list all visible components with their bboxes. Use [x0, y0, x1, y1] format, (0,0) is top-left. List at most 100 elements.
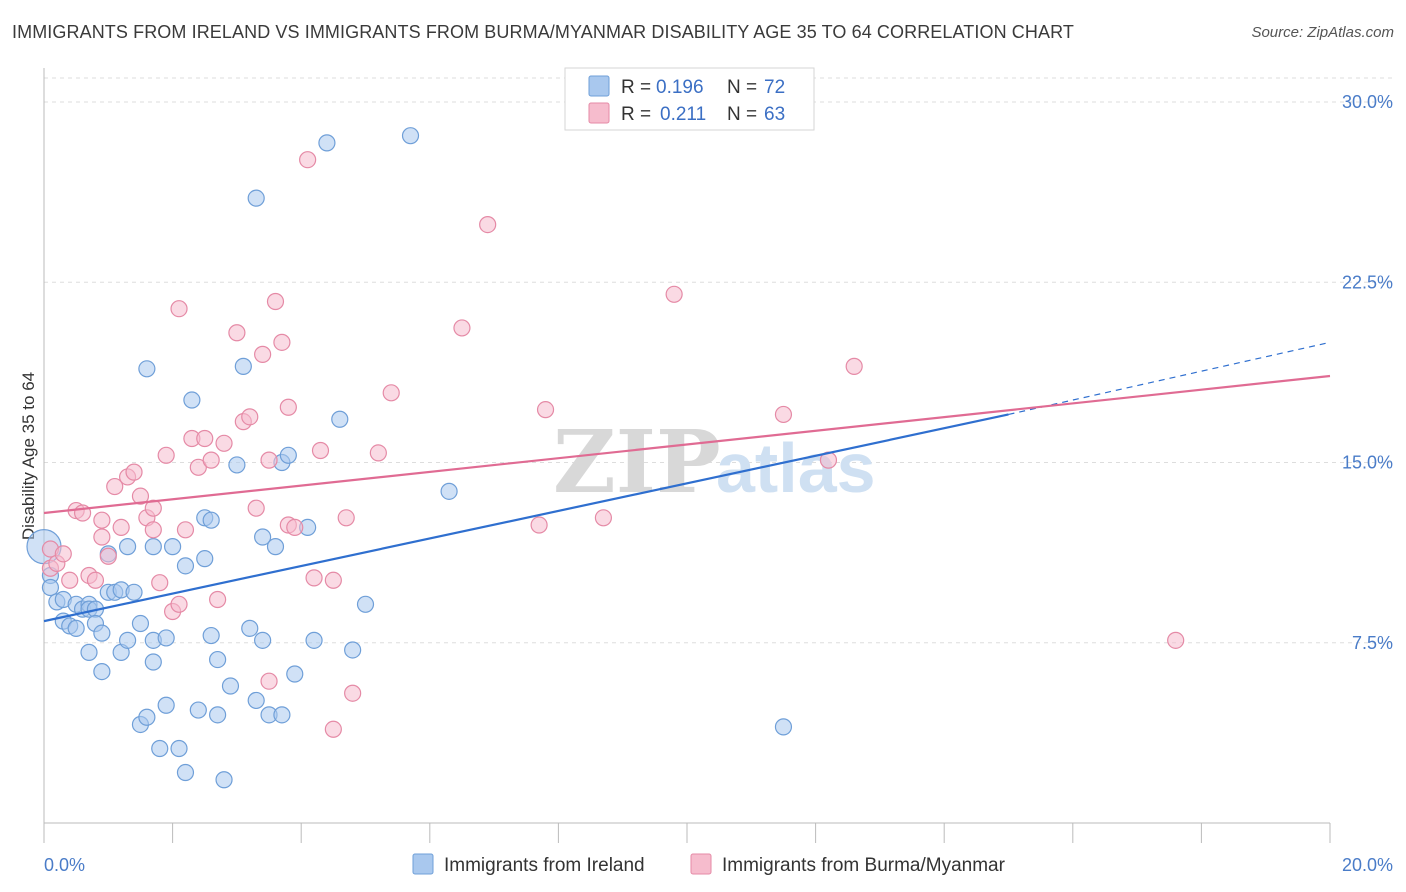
ireland-point-30 — [144, 653, 162, 671]
burma-point-57 — [594, 509, 613, 527]
ireland-point-2 — [41, 578, 60, 597]
burma-point-44 — [299, 151, 317, 169]
burma-point-36 — [254, 345, 272, 363]
burma-point-54 — [479, 215, 497, 234]
burma-point-59 — [774, 405, 793, 424]
ireland-point-68 — [401, 127, 420, 145]
burma-point-39 — [266, 292, 285, 311]
y-tick-label-2: 22.5% — [1342, 272, 1393, 292]
burma-point-19 — [144, 521, 162, 539]
burma-point-8 — [86, 571, 105, 589]
burma-point-23 — [170, 595, 188, 613]
ireland-point-51 — [241, 619, 259, 637]
burma-point-4 — [61, 571, 79, 589]
trend-line-ireland-extension — [1008, 341, 1331, 416]
series-legend: Immigrants from Ireland Immigrants from … — [412, 853, 1006, 876]
burma-point-25 — [176, 521, 195, 539]
legend-n-value-burma: 63 — [764, 104, 785, 125]
burma-point-38 — [260, 672, 278, 690]
burma-point-11 — [99, 547, 117, 565]
y-tick-label-1: 15.0% — [1342, 453, 1393, 473]
burma-point-3 — [54, 545, 72, 563]
ireland-point-65 — [331, 410, 349, 428]
ireland-point-48 — [221, 677, 240, 695]
bottom-legend-swatch-ireland — [412, 853, 434, 875]
burma-point-55 — [530, 516, 548, 534]
watermark: ZIP atlas — [553, 412, 876, 513]
burma-point-29 — [202, 451, 220, 469]
burma-point-10 — [93, 528, 111, 546]
ireland-point-47 — [215, 771, 233, 789]
bottom-legend-label-ireland: Immigrants from Ireland — [444, 855, 645, 876]
burma-point-13 — [112, 518, 130, 537]
ireland-point-52 — [247, 691, 265, 710]
chart-title: IMMIGRANTS FROM IRELAND VS IMMIGRANTS FR… — [12, 22, 1074, 42]
burma-point-30 — [209, 590, 227, 609]
legend-n-label-ireland: N = — [727, 77, 757, 98]
burma-point-32 — [228, 324, 246, 342]
burma-point-50 — [344, 684, 362, 702]
ireland-point-23 — [118, 631, 137, 649]
trend-line-burma — [43, 374, 1331, 515]
series-burma-points — [41, 151, 1185, 738]
burma-point-48 — [324, 571, 342, 589]
ireland-point-61 — [286, 665, 304, 683]
ireland-point-70 — [774, 718, 793, 736]
burma-point-37 — [260, 451, 278, 469]
burma-point-31 — [215, 434, 233, 452]
ireland-point-29 — [144, 538, 162, 556]
burma-point-46 — [311, 441, 330, 460]
ireland-point-69 — [440, 482, 458, 500]
ireland-point-34 — [157, 696, 175, 714]
ireland-point-58 — [273, 706, 291, 724]
ireland-point-35 — [164, 538, 182, 556]
burma-point-47 — [324, 720, 342, 738]
stats-legend: R = 0.196 N = 72 R = 0.211 N = 63 — [564, 67, 815, 131]
legend-n-value-ireland: 72 — [764, 77, 785, 98]
y-tick-label-0: 7.5% — [1352, 633, 1393, 653]
ireland-point-43 — [202, 626, 220, 645]
legend-r-value-burma: 0.211 — [660, 104, 706, 125]
ireland-point-44 — [202, 511, 220, 529]
burma-point-41 — [279, 398, 297, 416]
burma-point-15 — [125, 463, 143, 481]
ireland-point-22 — [118, 538, 137, 556]
ireland-point-16 — [93, 662, 111, 681]
axes — [43, 68, 1331, 843]
burma-point-43 — [286, 518, 304, 537]
burma-point-12 — [106, 477, 124, 496]
burma-point-21 — [157, 446, 175, 464]
bottom-legend-swatch-burma — [690, 853, 712, 875]
legend-swatch-burma — [588, 102, 610, 124]
ireland-point-50 — [234, 357, 252, 375]
ireland-point-37 — [176, 763, 195, 782]
legend-n-label-burma: N = — [727, 104, 757, 125]
ireland-point-26 — [131, 614, 150, 633]
burma-point-56 — [536, 401, 555, 419]
y-tick-label-3: 30.0% — [1342, 92, 1393, 112]
bottom-legend-label-burma: Immigrants from Burma/Myanmar — [722, 855, 1006, 876]
ireland-point-36 — [170, 739, 188, 758]
burma-point-35 — [247, 499, 265, 517]
burma-point-18 — [144, 499, 162, 517]
burma-point-28 — [196, 429, 214, 448]
ireland-point-27 — [138, 708, 156, 726]
burma-point-16 — [131, 487, 150, 505]
ireland-point-67 — [356, 595, 375, 613]
burma-point-40 — [273, 333, 291, 351]
ireland-point-40 — [189, 701, 207, 719]
ireland-point-45 — [209, 650, 227, 669]
x-tick-label-1: 20.0% — [1342, 855, 1393, 875]
burma-point-62 — [1167, 631, 1185, 649]
ireland-point-39 — [183, 391, 201, 409]
ireland-point-63 — [305, 631, 323, 649]
y-tick-labels: 7.5% 15.0% 22.5% 30.0% — [1342, 92, 1393, 653]
ireland-point-33 — [157, 629, 175, 647]
legend-r-label-ireland: R = — [621, 77, 651, 98]
ireland-point-38 — [176, 557, 195, 575]
legend-swatch-ireland — [588, 75, 610, 97]
burma-point-61 — [845, 357, 863, 375]
burma-point-45 — [305, 569, 323, 587]
x-tick-labels: 0.0% 20.0% — [44, 855, 1393, 875]
